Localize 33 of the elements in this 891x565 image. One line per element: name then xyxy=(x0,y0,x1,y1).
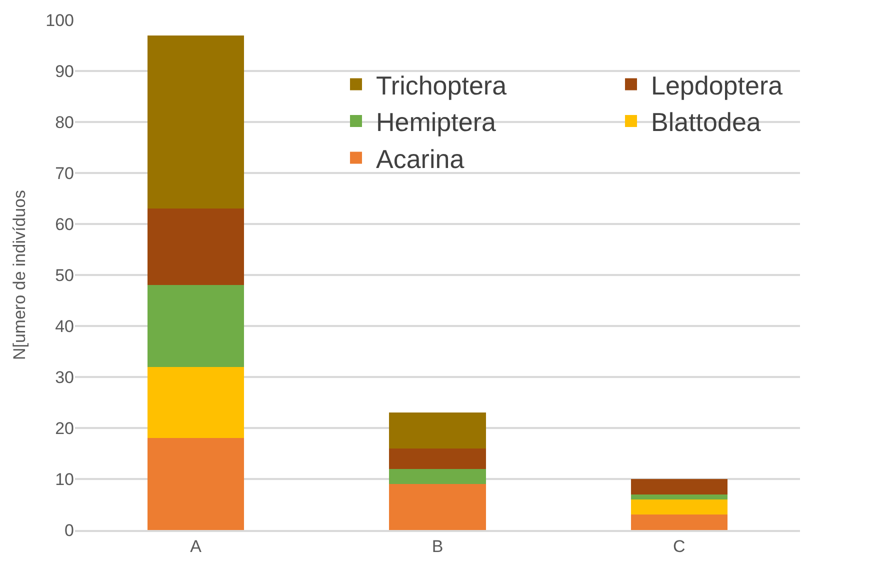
bar xyxy=(630,514,728,530)
bar xyxy=(389,484,486,530)
y-axis-title: N[umero de indivíduos xyxy=(10,190,30,360)
x-tick-label: A xyxy=(190,537,202,556)
y-tick-label: 60 xyxy=(55,214,74,234)
x-tick-label: B xyxy=(432,537,444,556)
legend-label: Hemiptera xyxy=(376,107,496,138)
y-tick-label: 20 xyxy=(55,418,74,438)
bar xyxy=(148,208,244,286)
legend-label: Trichoptera xyxy=(376,70,508,100)
y-tick-label: 70 xyxy=(55,164,74,183)
y-tick-label: 10 xyxy=(55,470,74,489)
bar xyxy=(389,448,486,469)
y-tick-label: 0 xyxy=(64,520,74,540)
y-tick-label: 30 xyxy=(55,368,74,387)
y-tick-label: 80 xyxy=(55,112,74,132)
bar xyxy=(148,35,244,209)
bar xyxy=(389,412,486,448)
legend-label: Blattodea xyxy=(651,107,762,138)
y-tick-label: 90 xyxy=(55,62,74,81)
bar xyxy=(148,438,244,530)
bar xyxy=(630,499,728,515)
bar xyxy=(389,468,486,484)
bar xyxy=(148,285,244,367)
x-tick-label: C xyxy=(673,537,686,556)
y-tick-label: 50 xyxy=(55,266,74,285)
y-tick-label: 40 xyxy=(55,316,74,336)
legend-label: Acarina xyxy=(376,144,465,174)
legend-label: Lepdoptera xyxy=(651,70,784,100)
bar xyxy=(630,494,728,500)
bar xyxy=(148,366,244,438)
y-tick-label: 100 xyxy=(46,10,74,30)
bar xyxy=(630,479,728,494)
